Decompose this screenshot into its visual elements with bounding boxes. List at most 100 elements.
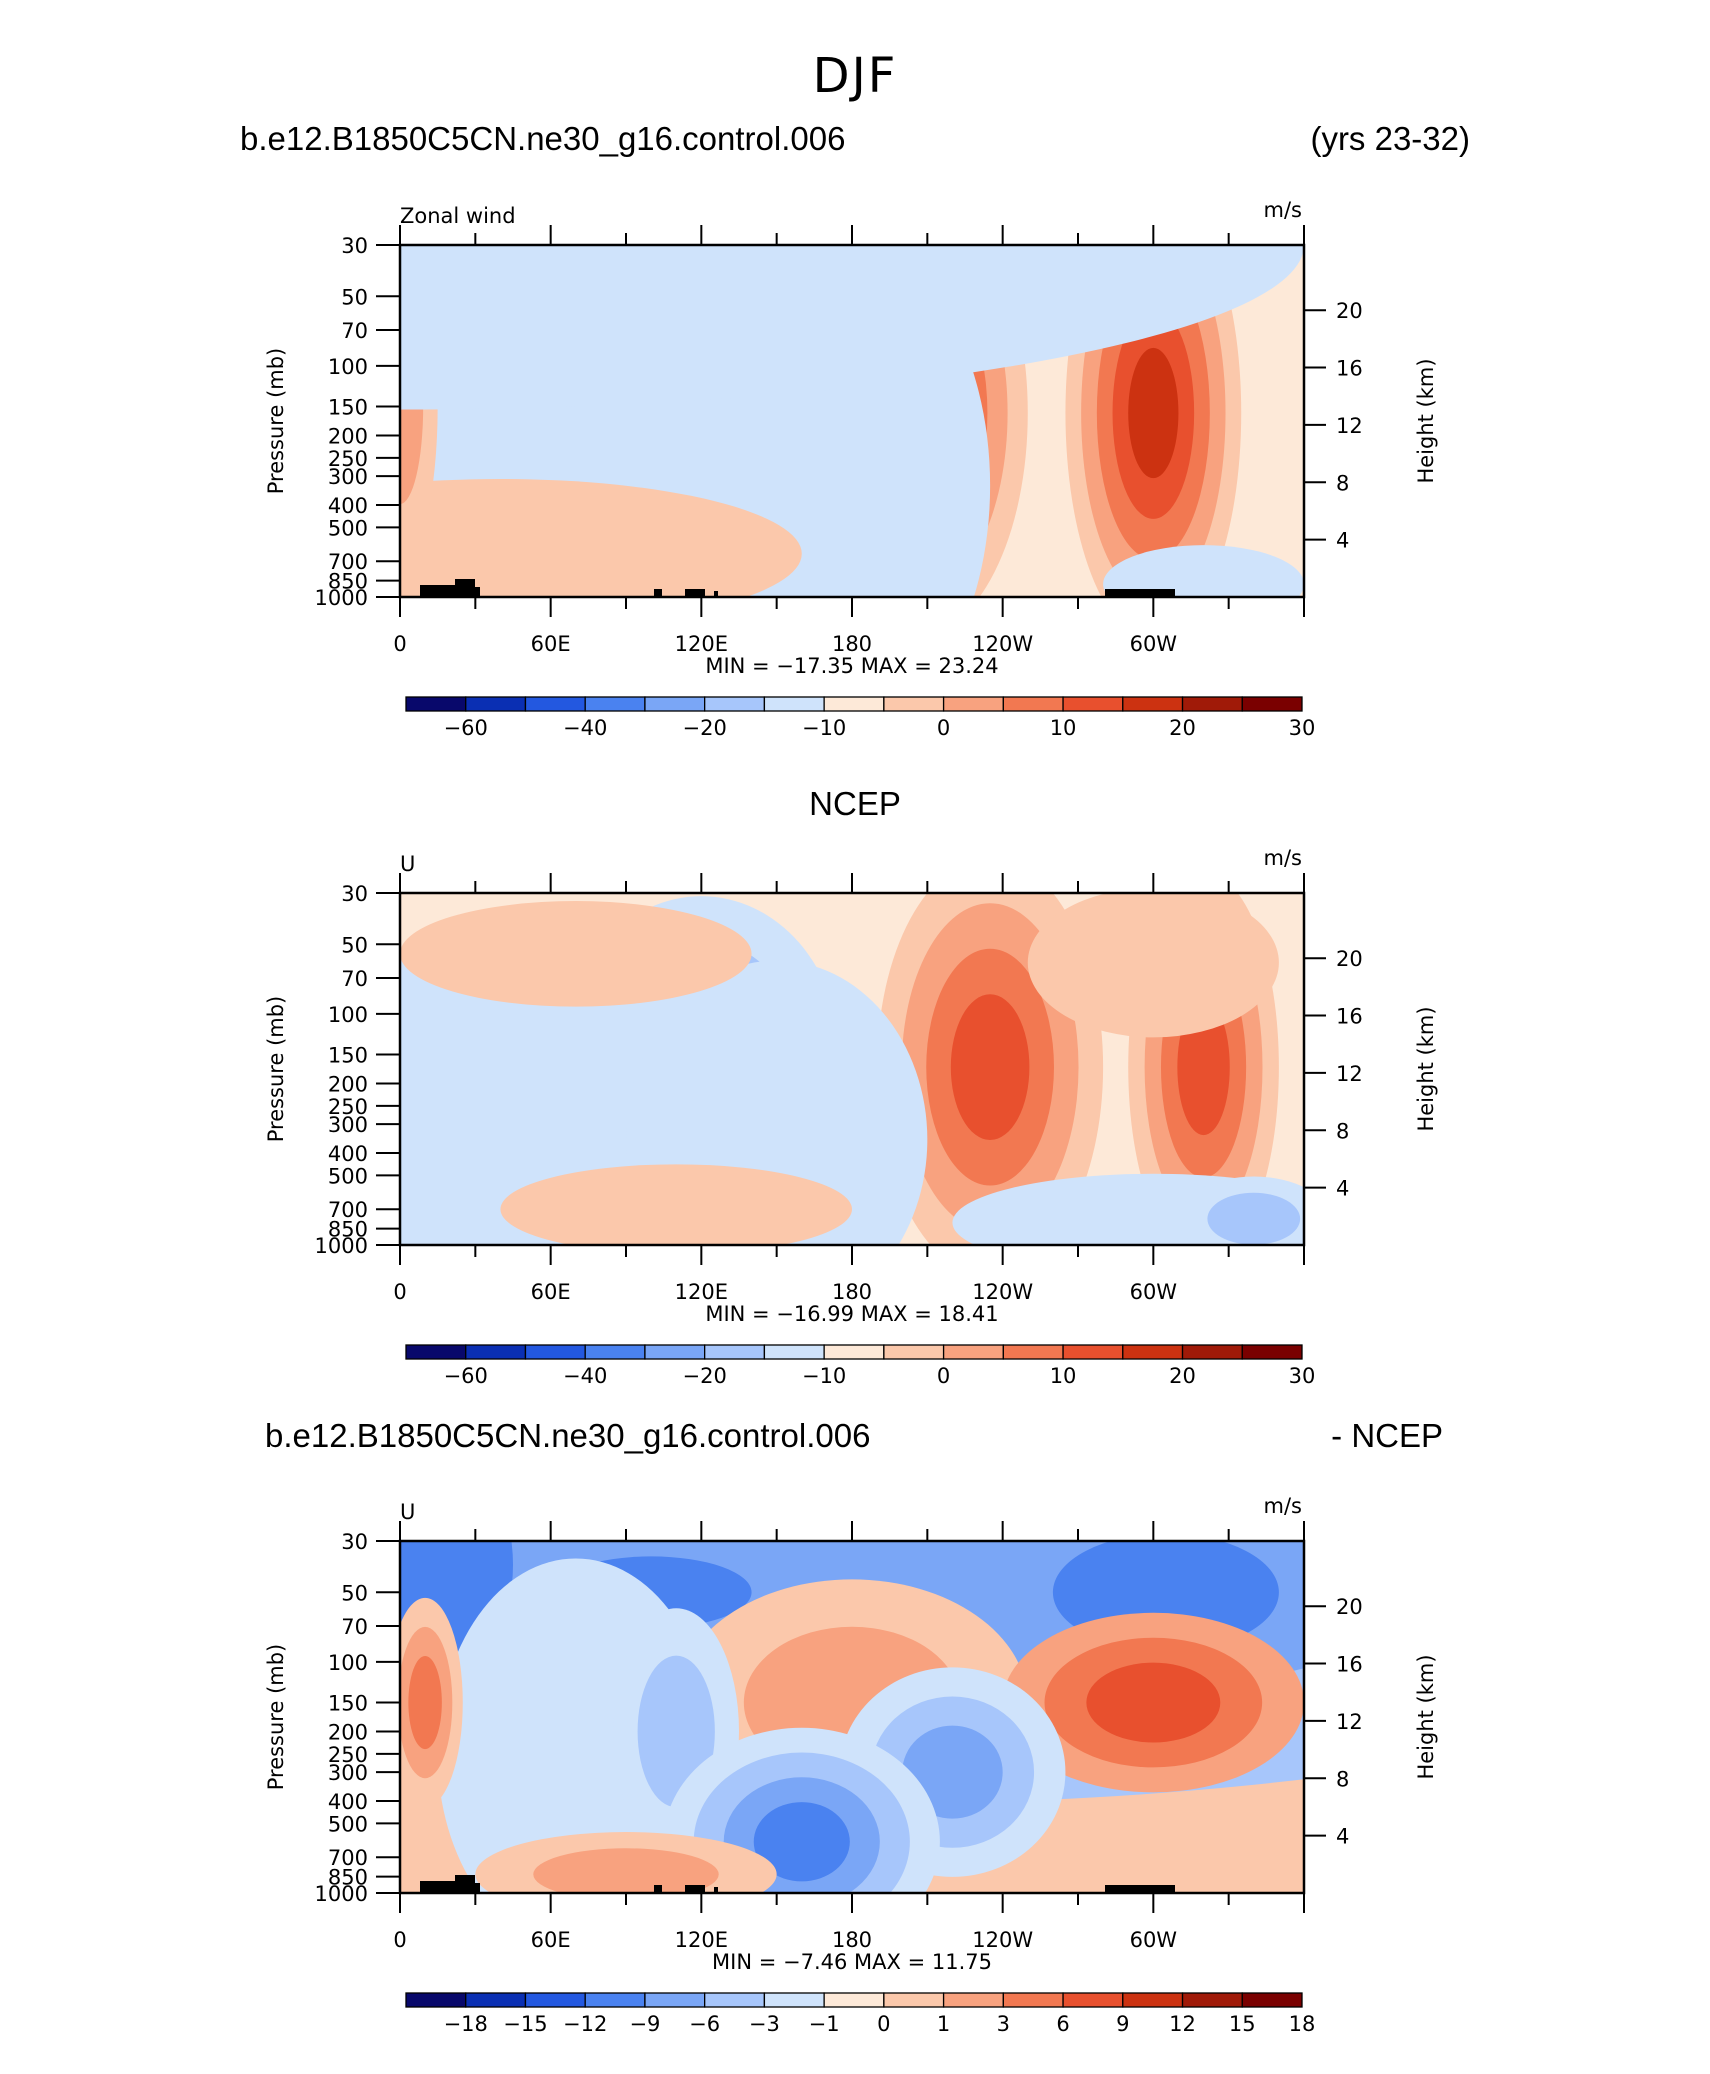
y-tick-label: 700 xyxy=(328,550,368,574)
colorbar-box xyxy=(1122,1992,1184,2008)
x-tick-label: 0 xyxy=(393,632,406,656)
colorbar-label: 18 xyxy=(1289,2012,1316,2036)
y2-axis-label: Height (km) xyxy=(1414,358,1438,483)
y-tick-label: 200 xyxy=(328,1072,368,1096)
topography-mask xyxy=(714,591,718,597)
colorbar-label: −10 xyxy=(802,1364,846,1388)
colorbar-label: 9 xyxy=(1116,2012,1129,2036)
y-axis-label: Pressure (mb) xyxy=(264,348,288,495)
contour-fill xyxy=(500,1164,852,1245)
colorbar-label: 20 xyxy=(1169,716,1196,740)
panel-center-title: NCEP xyxy=(809,785,901,822)
colorbar-box xyxy=(644,1992,706,2008)
colorbar-label: −18 xyxy=(444,2012,488,2036)
topography-mask xyxy=(685,1885,705,1893)
x-tick-label: 60E xyxy=(531,1280,571,1304)
y-tick-label: 70 xyxy=(341,1615,368,1639)
panel-title-left: b.e12.B1850C5CN.ne30_g16.control.006 xyxy=(265,1417,870,1454)
contour-fill xyxy=(1103,545,1304,597)
colorbar-label: −20 xyxy=(683,716,727,740)
colorbar-box xyxy=(584,1344,646,1360)
colorbar-label: −60 xyxy=(444,716,488,740)
height-tick-label: 16 xyxy=(1336,1653,1363,1677)
y-tick-label: 300 xyxy=(328,1761,368,1785)
units-label: m/s xyxy=(1264,846,1302,870)
min-max-label: MIN = −16.99 MAX = 18.41 xyxy=(705,1302,998,1326)
colorbar-box xyxy=(763,1344,825,1360)
variable-label: U xyxy=(400,852,415,876)
y2-axis-label: Height (km) xyxy=(1414,1006,1438,1131)
y-tick-label: 100 xyxy=(328,1003,368,1027)
colorbar-label: −9 xyxy=(629,2012,660,2036)
colorbar-label: 0 xyxy=(937,716,950,740)
contour-fill xyxy=(1128,347,1179,479)
y-tick-label: 150 xyxy=(328,396,368,420)
colorbar-box xyxy=(405,1344,467,1360)
colorbar-box xyxy=(883,1344,945,1360)
colorbar-box xyxy=(823,1992,885,2008)
topography-mask xyxy=(420,1881,455,1893)
y-tick-label: 500 xyxy=(328,1812,368,1836)
y-tick-label: 400 xyxy=(328,494,368,518)
colorbar-label: 0 xyxy=(877,2012,890,2036)
colorbar-box xyxy=(763,696,825,712)
y-tick-label: 250 xyxy=(328,447,368,471)
y-tick-label: 700 xyxy=(328,1198,368,1222)
colorbar-box xyxy=(1122,1344,1184,1360)
y-tick-label: 300 xyxy=(328,465,368,489)
variable-label: Zonal wind xyxy=(400,204,516,228)
height-tick-label: 12 xyxy=(1336,414,1363,438)
y2-axis-label: Height (km) xyxy=(1414,1654,1438,1779)
colorbar-box xyxy=(644,696,706,712)
x-tick-label: 120E xyxy=(675,632,728,656)
colorbar-box xyxy=(942,1344,1004,1360)
colorbar-label: −6 xyxy=(689,2012,720,2036)
colorbar-label: 6 xyxy=(1056,2012,1069,2036)
units-label: m/s xyxy=(1264,198,1302,222)
colorbar-box xyxy=(405,1992,467,2008)
colorbar-label: −15 xyxy=(503,2012,547,2036)
y-tick-label: 250 xyxy=(328,1095,368,1119)
contour-fill xyxy=(1086,1662,1221,1743)
colorbar-box xyxy=(1062,1344,1124,1360)
y-tick-label: 500 xyxy=(328,1164,368,1188)
colorbar-label: 3 xyxy=(997,2012,1010,2036)
x-tick-label: 120W xyxy=(972,1280,1033,1304)
colorbar-box xyxy=(763,1992,825,2008)
colorbar-label: 15 xyxy=(1229,2012,1256,2036)
min-max-label: MIN = −17.35 MAX = 23.24 xyxy=(705,654,998,678)
panel-title-left: b.e12.B1850C5CN.ne30_g16.control.006 xyxy=(240,120,845,157)
contour-fill xyxy=(400,478,802,597)
colorbar-box xyxy=(942,1992,1004,2008)
colorbar-label: −12 xyxy=(563,2012,607,2036)
colorbar: −60 −40 −20 −10 0 10 20 30 xyxy=(405,1344,1315,1388)
height-tick-label: 8 xyxy=(1336,1767,1349,1791)
colorbar-box xyxy=(1062,1992,1124,2008)
y-tick-label: 400 xyxy=(328,1142,368,1166)
y-tick-label: 50 xyxy=(341,933,368,957)
colorbar-box xyxy=(465,1992,527,2008)
colorbar-box xyxy=(883,1992,945,2008)
y-tick-label: 500 xyxy=(328,516,368,540)
y-tick-label: 30 xyxy=(341,1530,368,1554)
x-tick-label: 180 xyxy=(832,1928,872,1952)
y-tick-label: 100 xyxy=(328,1651,368,1675)
y-tick-label: 50 xyxy=(341,1581,368,1605)
topography-mask xyxy=(654,1885,662,1893)
colorbar-label: 12 xyxy=(1169,2012,1196,2036)
colorbar-label: −1 xyxy=(809,2012,840,2036)
height-tick-label: 4 xyxy=(1336,529,1349,553)
y-tick-label: 100 xyxy=(328,355,368,379)
contour-fill xyxy=(533,1848,719,1893)
y-tick-label: 700 xyxy=(328,1846,368,1870)
colorbar: −18 −15 −12 −9 −6 −3 −1 0 1 3 6 9 12 15 18 xyxy=(405,1992,1316,2036)
colorbar-box xyxy=(942,696,1004,712)
colorbar-label: −60 xyxy=(444,1364,488,1388)
y-axis-label: Pressure (mb) xyxy=(264,1644,288,1791)
x-tick-label: 0 xyxy=(393,1928,406,1952)
topography-mask xyxy=(1105,589,1175,597)
panel-3: b.e12.B1850C5CN.ne30_g16.control.006 - NC… xyxy=(264,1417,1443,2036)
colorbar-box xyxy=(1002,696,1064,712)
